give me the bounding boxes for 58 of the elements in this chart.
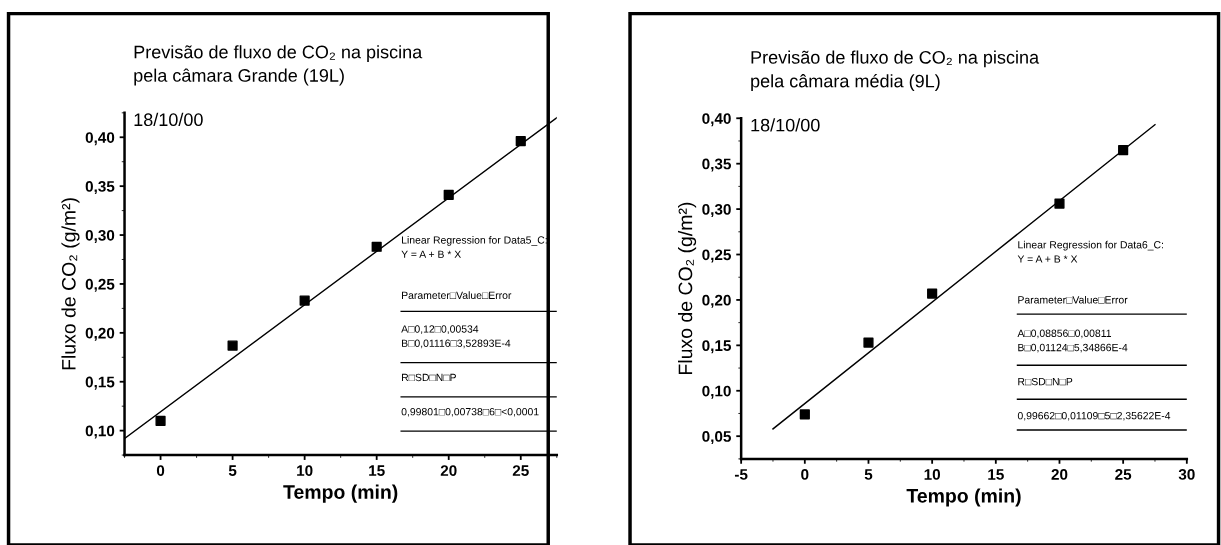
annotation: Linear Regression for Data6_C: Y = A + B * X <box>1017 240 1163 263</box>
annotation: R□SD□N□P <box>1018 377 1073 386</box>
y-tick-label: 0,40 <box>85 132 115 146</box>
x-tick-label: 25 <box>1115 469 1132 480</box>
y-tick-label: 0,05 <box>702 431 731 445</box>
chart-subtitle: 18/10/00 <box>134 112 203 127</box>
annotation: Parameter□Value□Error <box>402 291 512 299</box>
chart-subtitle: 18/10/00 <box>751 118 820 132</box>
x-tick-label: 5 <box>864 469 873 480</box>
annotation: Parameter□Value□Error <box>1018 295 1128 304</box>
y-tick-label: 0,35 <box>85 181 115 195</box>
point <box>227 340 238 351</box>
y-tick-label: 0,25 <box>702 249 731 263</box>
point <box>299 295 310 306</box>
y-tick-label: 0,25 <box>85 278 115 292</box>
x-tick-label: 10 <box>924 469 941 480</box>
annotation: A□0,08856□0,00811 B□0,01124□5,34866E-4 <box>1017 329 1128 353</box>
y-tick-label: 0,35 <box>702 158 731 172</box>
point <box>443 189 454 201</box>
point <box>799 409 810 420</box>
point <box>863 337 874 348</box>
point <box>1054 198 1065 209</box>
y-tick-label: 0,15 <box>702 340 731 354</box>
y-tick-label: 0,20 <box>702 294 731 308</box>
point <box>155 415 166 426</box>
x-axis-title: Tempo (min) <box>283 484 398 503</box>
y-tick-label: 0,10 <box>702 385 731 399</box>
y-tick-label: 0,40 <box>702 113 731 127</box>
annotation: Linear Regression for Data5_C: Y = A + B * X <box>401 236 547 258</box>
x-tick-label: 15 <box>988 469 1004 480</box>
x-tick-label: 0 <box>801 469 809 480</box>
x-tick-label: 10 <box>297 465 313 477</box>
point <box>1118 144 1129 156</box>
y-tick-label: 0,15 <box>85 376 115 390</box>
x-axis-title: Tempo (min) <box>906 488 1021 507</box>
point <box>927 288 938 299</box>
y-tick-label: 0,10 <box>85 425 115 439</box>
x-tick-label: 5 <box>228 465 237 477</box>
y-tick-label: 0,30 <box>702 203 731 217</box>
y-tick-label: 0,20 <box>85 327 115 341</box>
x-tick-label: -5 <box>734 469 748 480</box>
x-tick-label: 20 <box>1051 469 1068 480</box>
x-tick-label: 25 <box>512 465 529 477</box>
point <box>371 241 382 252</box>
annotation: 0,99662□0,01109□5□2,35622E-4 <box>1017 411 1171 421</box>
annotation: A□0,12□0,00534 B□0,01116□3,52893E-4 <box>401 325 511 349</box>
x-tick-label: 20 <box>440 465 457 477</box>
x-tick-label: 0 <box>156 465 165 477</box>
chart-title: Previsão de fluxo de CO₂ na piscina pela câmara média (9L) <box>751 50 1040 92</box>
y-axis-title: Fluxo de CO₂ (g/m²) <box>61 198 80 370</box>
point <box>515 136 526 147</box>
y-axis-title: Fluxo de CO₂ (g/m²) <box>678 202 697 374</box>
y-tick-label: 0,30 <box>85 229 115 243</box>
annotation: R□SD□N□P <box>402 373 456 382</box>
x-tick-label: 15 <box>369 465 385 477</box>
chart-title: Previsão de fluxo de CO₂ na piscina pela câmara Grande (19L) <box>134 45 423 86</box>
x-tick-label: 30 <box>1178 469 1195 480</box>
annotation: 0,99801□0,00738□6□<0,0001 <box>401 407 539 417</box>
